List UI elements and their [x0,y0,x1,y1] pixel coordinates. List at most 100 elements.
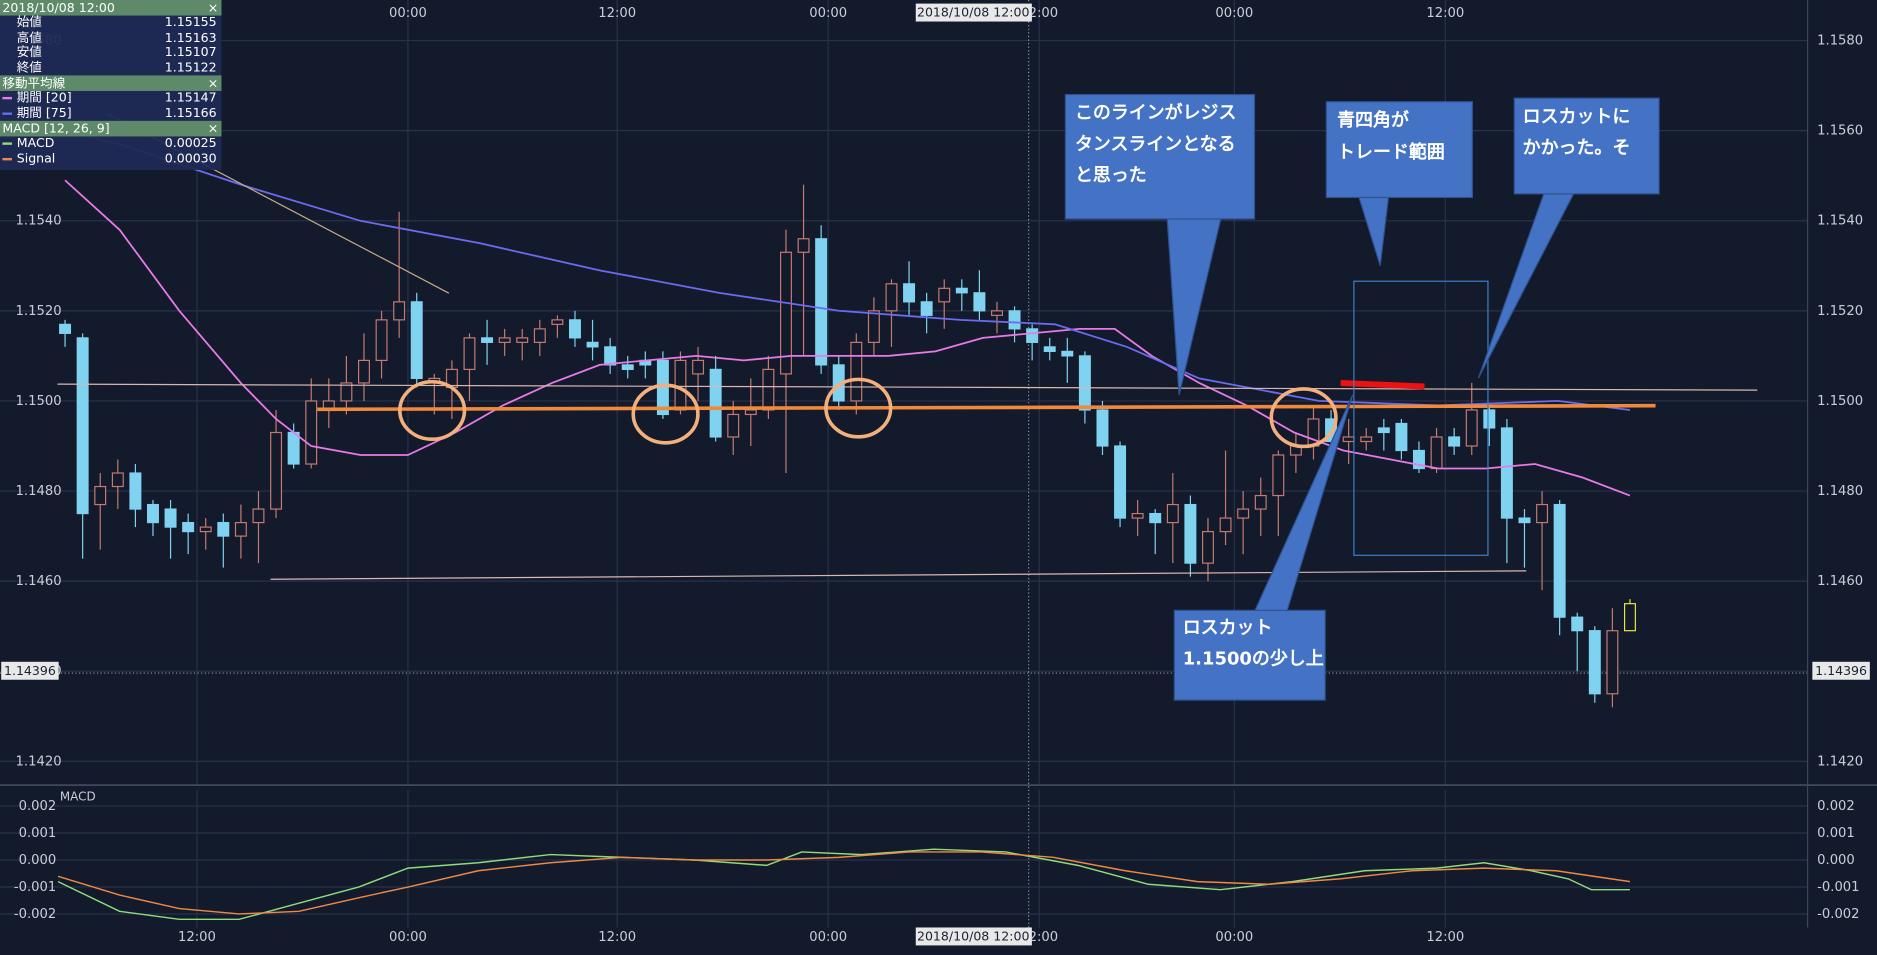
candle-body [516,337,529,343]
candle-body [1043,346,1056,352]
candle-body [305,400,318,465]
macd-title: MACD [60,790,96,804]
highlight-circle [824,377,893,439]
x-tick-label: 12:00 [598,930,636,945]
y-tick-label: -0.001 [1817,880,1859,895]
legend-label: MACD [17,135,55,150]
crosshair-price: 1.14396 [1815,663,1867,678]
candle-body [129,472,142,510]
x-tick-label: 00:00 [809,930,847,945]
candle-body [234,521,247,537]
candle-body [903,283,916,303]
price-label-box [1,661,59,680]
candle-body [568,319,581,339]
callout-text: かかった。そ [1523,137,1631,158]
candle-body [867,310,880,343]
candle-body [94,485,107,506]
candle-body [287,431,300,465]
crosshair-price: 1.14396 [4,663,56,678]
candle-body [1342,436,1355,443]
y-tick-label: 1.1540 [1817,214,1863,229]
candle-body [1008,310,1021,330]
candle-body [1254,494,1267,510]
candle-body [1026,328,1039,343]
candle-body [164,508,177,528]
candle-body [270,431,283,510]
candle-body [393,301,406,321]
candle-body [1237,508,1250,519]
candle-body [1201,530,1214,564]
crosshair-time: 2018/10/08 12:00 [917,929,1029,944]
y-tick-label: 1.1580 [1817,34,1863,49]
horizontal-line [57,383,1758,391]
y-tick-label: 1.1560 [1817,124,1863,139]
candle-body [779,251,792,375]
candle-body [1448,436,1461,447]
ma-value: 1.15166 [165,105,217,120]
y-tick-label: 1.1520 [16,304,62,319]
candle-body [762,368,775,411]
candle-body [182,521,195,533]
callout-box [1325,101,1473,199]
candle-body [990,310,1003,316]
callout-text: タンスラインとなる [1075,134,1236,155]
candle-body [1500,427,1513,519]
candle-body [1096,409,1109,447]
ma-title: 移動平均線 [2,75,65,90]
stop-line [1340,379,1425,390]
callout-text: トレード範囲 [1337,141,1445,163]
close-icon[interactable]: × [208,75,219,90]
callout-text: 青四角が [1337,109,1409,131]
candle-body [1430,436,1443,470]
y-tick-label: 1.1480 [16,484,62,499]
close-icon[interactable]: × [208,121,219,136]
callout: 青四角が トレード範囲 [1325,101,1473,266]
candle-body [1219,517,1232,533]
candle-body [533,328,546,343]
y-tick-label: 1.1460 [1817,574,1863,589]
candle-body [920,301,933,316]
candle-body [1606,630,1619,695]
ohlc-value: 1.15155 [165,14,217,29]
candle-body [1272,454,1285,497]
panel-header [0,0,222,16]
candle-body [604,346,617,366]
candle-body [621,364,634,371]
candle-body [463,337,476,371]
candle-body [1395,422,1408,452]
price-label-box [1812,661,1870,680]
ohlc-label: 終値 [17,60,43,75]
resistance-line [317,403,1656,412]
callout: ロスカット 1.1500の少し上 [1173,394,1354,701]
line [64,129,1631,411]
candle-body [586,341,599,348]
legend-label: Signal [17,151,56,166]
horizontal-line [270,570,1527,580]
line [57,851,1631,915]
candle-body [1412,449,1425,470]
crosshair-labels: 2018/10/08 12:00 2018/10/08 12:00 1.1439… [1,3,1870,946]
candle-body [111,472,124,488]
candle-body [1184,503,1197,564]
candle-body [498,337,511,343]
candle-body [815,238,828,366]
ma-value: 1.15147 [165,90,217,105]
candle-body [1623,603,1636,632]
candle-body [692,359,705,375]
y-tick-label: 1.1420 [1817,754,1863,769]
y-tick-label: 1.1500 [1817,394,1863,409]
highlight-circle [631,383,700,445]
candle-body [1131,512,1144,519]
candle-body [1571,616,1584,632]
candle-body [59,323,72,334]
candle-body [1483,409,1496,429]
ohlc-label: 始値 [17,14,43,29]
x-tick-label: 12:00 [1426,930,1464,945]
candle-body [727,413,740,438]
candle-body [1377,427,1390,434]
ohlc-value: 1.15107 [165,44,217,59]
close-icon[interactable]: × [208,0,219,15]
y-tick-label: -0.001 [14,880,56,895]
x-tick-label: 12:00 [1426,6,1464,21]
legend-label: 期間 [75] [17,105,72,120]
